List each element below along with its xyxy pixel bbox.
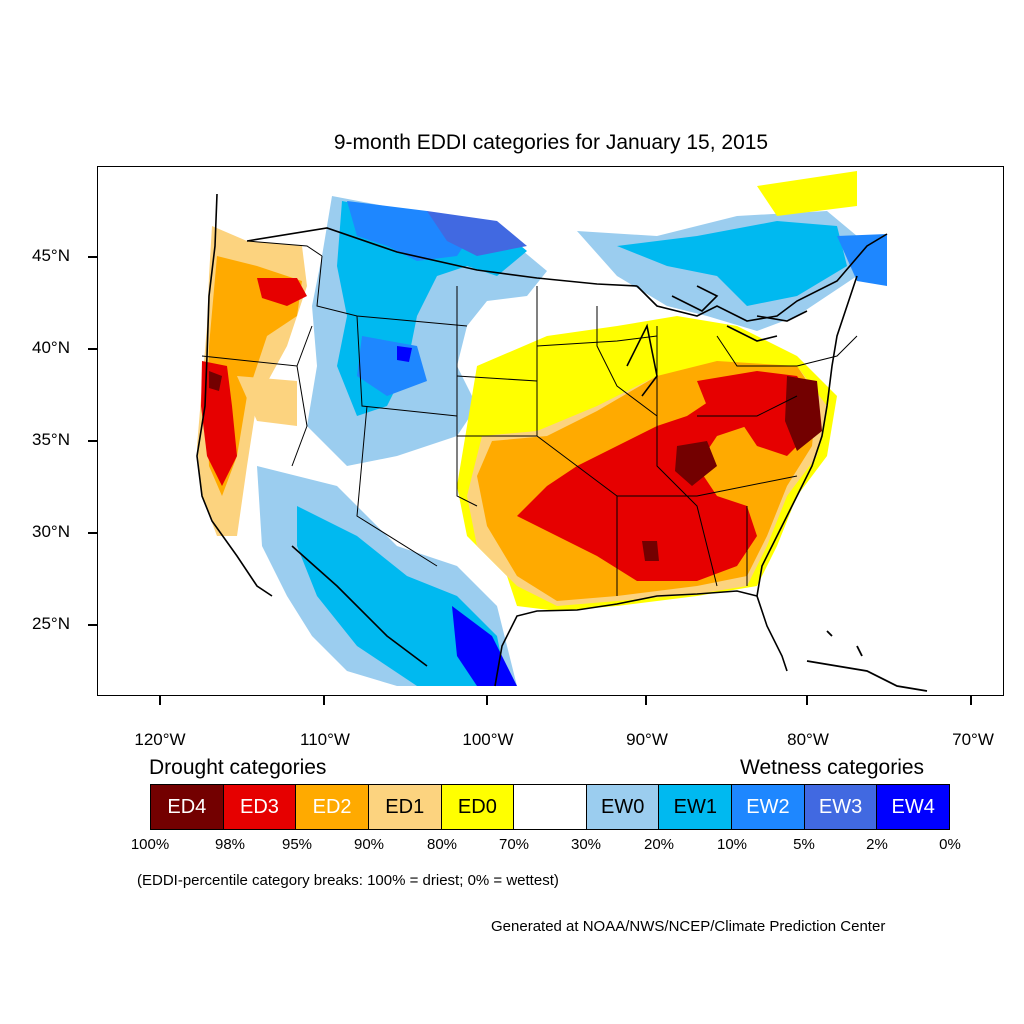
california-ed3 bbox=[201, 361, 237, 486]
percentile-label: 95% bbox=[281, 836, 313, 853]
lon-label-90: 90°W bbox=[626, 730, 668, 749]
lat-tick bbox=[88, 532, 97, 534]
legend-swatch-normal bbox=[514, 785, 587, 829]
lon-label-100: 100°W bbox=[462, 730, 514, 749]
percentile-label: 5% bbox=[793, 836, 815, 853]
wetness-categories-heading: Wetness categories bbox=[740, 756, 925, 779]
lon-label-110: 110°W bbox=[300, 730, 350, 749]
southwest-wet-ew1 bbox=[297, 506, 507, 686]
lat-tick bbox=[88, 256, 97, 258]
lon-label-70: 70°W bbox=[952, 730, 994, 749]
percentile-label: 70% bbox=[498, 836, 530, 853]
eddi-map bbox=[97, 166, 1004, 696]
virginia-ed4 bbox=[785, 376, 822, 451]
legend-swatch-ew2: EW2 bbox=[732, 785, 805, 829]
percentile-label: 30% bbox=[570, 836, 602, 853]
credit-line: Generated at NOAA/NWS/NCEP/Climate Predi… bbox=[491, 918, 886, 935]
montana-ew2 bbox=[347, 201, 477, 261]
map-title: 9-month EDDI categories for January 15, … bbox=[333, 131, 769, 154]
lat-label-30: 30°N bbox=[32, 522, 70, 541]
mississippi-ed4 bbox=[642, 541, 659, 561]
legend-swatch-ed1: ED1 bbox=[368, 785, 442, 829]
percentile-label: 2% bbox=[866, 836, 888, 853]
lon-tick bbox=[970, 696, 972, 705]
legend-swatch-ew1: EW1 bbox=[659, 785, 733, 829]
lat-label-35: 35°N bbox=[32, 430, 70, 449]
percentile-label: 100% bbox=[130, 836, 170, 853]
map-canvas bbox=[196, 171, 928, 692]
lat-label-40: 40°N bbox=[32, 338, 70, 357]
coastlines bbox=[196, 193, 888, 687]
south-texas-ew4 bbox=[452, 606, 517, 686]
lon-tick bbox=[486, 696, 488, 705]
percentile-label: 98% bbox=[214, 836, 246, 853]
california-ed4 bbox=[209, 371, 222, 391]
lat-tick bbox=[88, 624, 97, 626]
drought-categories-heading: Drought categories bbox=[149, 756, 327, 779]
legend-swatch-ew0: EW0 bbox=[586, 785, 660, 829]
lon-label-120: 120°W bbox=[134, 730, 186, 749]
percentile-label: 90% bbox=[353, 836, 385, 853]
kentucky-ed4 bbox=[675, 441, 717, 486]
category-breaks-note: (EDDI-percentile category breaks: 100% =… bbox=[137, 872, 559, 889]
lat-tick bbox=[88, 348, 97, 350]
oregon-ed3 bbox=[257, 278, 307, 306]
lon-tick bbox=[323, 696, 325, 705]
percentile-label: 10% bbox=[716, 836, 748, 853]
legend-swatch-ew4: EW4 bbox=[877, 785, 950, 829]
lat-tick bbox=[88, 440, 97, 442]
legend-swatch-ew3: EW3 bbox=[804, 785, 878, 829]
lat-label-25: 25°N bbox=[32, 614, 70, 633]
south-central-ed3 bbox=[517, 396, 757, 581]
percentile-label: 80% bbox=[426, 836, 458, 853]
lon-tick bbox=[806, 696, 808, 705]
lon-tick bbox=[645, 696, 647, 705]
maine-ew2 bbox=[837, 234, 887, 286]
legend-swatch-ed0: ED0 bbox=[441, 785, 515, 829]
category-legend: ED4 ED3 ED2 ED1 ED0 EW0 EW1 EW2 EW3 EW4 bbox=[150, 784, 950, 830]
lon-label-80: 80°W bbox=[787, 730, 829, 749]
percentile-label: 20% bbox=[643, 836, 675, 853]
northeast-wet-ew1 bbox=[617, 221, 847, 306]
legend-swatch-ed2: ED2 bbox=[296, 785, 369, 829]
legend-swatch-ed3: ED3 bbox=[223, 785, 297, 829]
legend-swatch-ed4: ED4 bbox=[151, 785, 224, 829]
lon-tick bbox=[159, 696, 161, 705]
nevada-ed1 bbox=[237, 376, 297, 426]
montana-ew3 bbox=[427, 211, 527, 256]
lat-label-45: 45°N bbox=[32, 246, 70, 265]
caribbean-islands bbox=[806, 630, 928, 692]
quebec-ed0 bbox=[757, 171, 857, 216]
percentile-label: 0% bbox=[939, 836, 961, 853]
colorado-ew4 bbox=[397, 346, 412, 362]
state-borders bbox=[201, 240, 858, 596]
